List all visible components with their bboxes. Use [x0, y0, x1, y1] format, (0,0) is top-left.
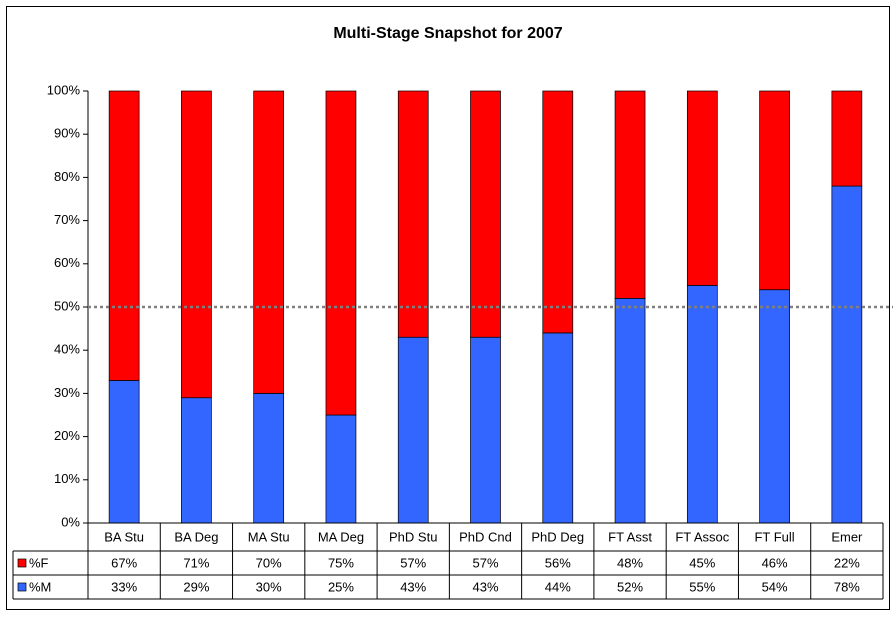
legend-swatch — [17, 582, 27, 592]
y-tick-label: 50% — [54, 298, 80, 313]
bar-segment — [759, 90, 790, 291]
table-cell: 25% — [328, 579, 354, 594]
legend-label: %F — [29, 555, 49, 570]
table-cell: 29% — [183, 579, 209, 594]
table-cell: 30% — [256, 579, 282, 594]
x-tick-label: MA Stu — [248, 529, 290, 544]
table-cell: 57% — [400, 555, 426, 570]
y-tick-label: 70% — [54, 212, 80, 227]
bar-segment — [686, 90, 718, 286]
y-tick-label: 30% — [54, 385, 80, 400]
bar-segment — [181, 397, 212, 524]
table-cell: 78% — [834, 579, 860, 594]
x-tick-label: BA Deg — [174, 529, 218, 544]
bar-segment — [181, 90, 212, 399]
table-cell: 43% — [472, 579, 498, 594]
bar-segment — [759, 289, 790, 524]
y-tick-label: 0% — [61, 514, 80, 529]
y-tick-label: 60% — [54, 255, 80, 270]
table-cell: 70% — [256, 555, 282, 570]
bar-segment — [108, 90, 140, 381]
table-cell: 75% — [328, 555, 354, 570]
x-tick-label: PhD Stu — [389, 529, 437, 544]
bar-segment — [253, 393, 285, 524]
x-tick-label: Emer — [831, 529, 863, 544]
x-tick-label: PhD Cnd — [459, 529, 512, 544]
table-cell: 67% — [111, 555, 137, 570]
bar-segment — [325, 414, 357, 524]
y-tick-label: 40% — [54, 342, 80, 357]
bar-segment — [325, 90, 357, 416]
table-cell: 33% — [111, 579, 137, 594]
bar-segment — [397, 336, 429, 524]
x-tick-label: MA Deg — [318, 529, 364, 544]
bar-segment — [253, 90, 285, 394]
x-tick-label: FT Asst — [608, 529, 652, 544]
chart-title: Multi-Stage Snapshot for 2007 — [333, 25, 562, 42]
table-cell: 52% — [617, 579, 643, 594]
x-tick-label: FT Full — [754, 529, 794, 544]
table-cell: 54% — [762, 579, 788, 594]
table-cell: 56% — [545, 555, 571, 570]
bar-segment — [542, 90, 574, 334]
y-tick-label: 80% — [54, 169, 80, 184]
bar-segment — [397, 90, 429, 338]
bar-segment — [542, 332, 574, 524]
table-cell: 55% — [689, 579, 715, 594]
y-tick-label: 90% — [54, 126, 80, 141]
x-tick-label: BA Stu — [104, 529, 144, 544]
table-cell: 57% — [472, 555, 498, 570]
table-cell: 43% — [400, 579, 426, 594]
legend-label: %M — [29, 579, 51, 594]
table-cell: 22% — [834, 555, 860, 570]
legend-swatch — [17, 558, 27, 568]
table-cell: 48% — [617, 555, 643, 570]
bar-segment — [831, 90, 863, 187]
bar-segment — [614, 90, 646, 299]
y-tick-label: 10% — [54, 471, 80, 486]
bar-segment — [470, 336, 501, 524]
table-cell: 71% — [183, 555, 209, 570]
bar-segment — [686, 285, 718, 524]
bar-segment — [470, 90, 501, 338]
y-tick-label: 100% — [47, 82, 81, 97]
table-cell: 46% — [762, 555, 788, 570]
bar-segment — [108, 380, 140, 524]
x-tick-label: PhD Deg — [531, 529, 584, 544]
x-tick-label: FT Assoc — [675, 529, 729, 544]
table-cell: 44% — [545, 579, 571, 594]
bar-segment — [614, 298, 646, 524]
table-cell: 45% — [689, 555, 715, 570]
y-tick-label: 20% — [54, 428, 80, 443]
bar-segment — [831, 185, 863, 524]
